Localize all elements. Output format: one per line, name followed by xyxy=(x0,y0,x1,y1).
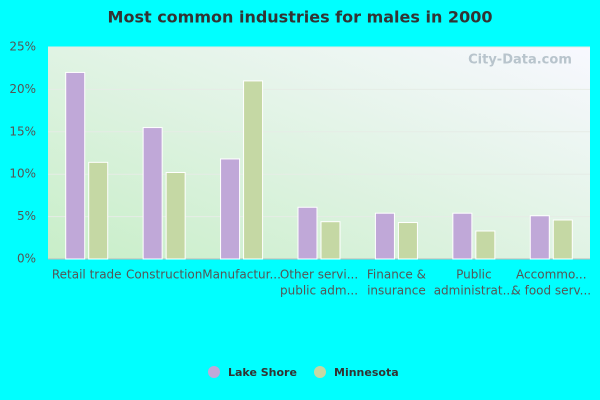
chart-title: Most common industries for males in 2000 xyxy=(108,8,493,27)
bar xyxy=(165,172,186,260)
x-tick-label: Public xyxy=(456,268,492,282)
x-tick-label: Other servi... xyxy=(280,268,358,282)
bar xyxy=(397,222,418,260)
bar xyxy=(65,71,86,260)
x-tick-label: Finance & xyxy=(367,268,426,282)
legend-label: Minnesota xyxy=(334,366,399,379)
x-tick-label: insurance xyxy=(367,284,426,298)
watermark: City-Data.com xyxy=(468,53,572,68)
y-tick-label: 15% xyxy=(9,124,36,138)
x-tick-label: Accommo... xyxy=(516,268,587,282)
bar xyxy=(220,158,241,260)
x-tick-label: public adm... xyxy=(280,284,358,298)
legend-label: Lake Shore xyxy=(228,366,297,379)
plot-area xyxy=(48,47,590,259)
bar xyxy=(452,212,473,260)
x-tick-label: Manufactur... xyxy=(202,268,281,282)
legend-marker xyxy=(208,366,220,378)
y-tick-label: 0% xyxy=(17,252,36,266)
bar xyxy=(297,206,318,260)
bar xyxy=(142,127,163,260)
y-tick-label: 10% xyxy=(9,167,36,181)
bar xyxy=(374,212,395,260)
bar xyxy=(475,230,496,260)
x-tick-label: Construction xyxy=(126,268,202,282)
x-tick-label: & food serv... xyxy=(511,284,591,298)
x-tick-label: Retail trade xyxy=(52,268,122,282)
y-tick-label: 5% xyxy=(17,209,36,223)
x-tick-label: administrat... xyxy=(434,284,514,298)
bar xyxy=(552,219,573,260)
bar xyxy=(320,221,341,260)
y-tick-label: 20% xyxy=(9,82,36,96)
bar xyxy=(529,215,550,260)
bar xyxy=(88,161,109,260)
y-tick-label: 25% xyxy=(9,40,36,54)
legend-marker xyxy=(314,366,326,378)
bar xyxy=(243,80,264,260)
